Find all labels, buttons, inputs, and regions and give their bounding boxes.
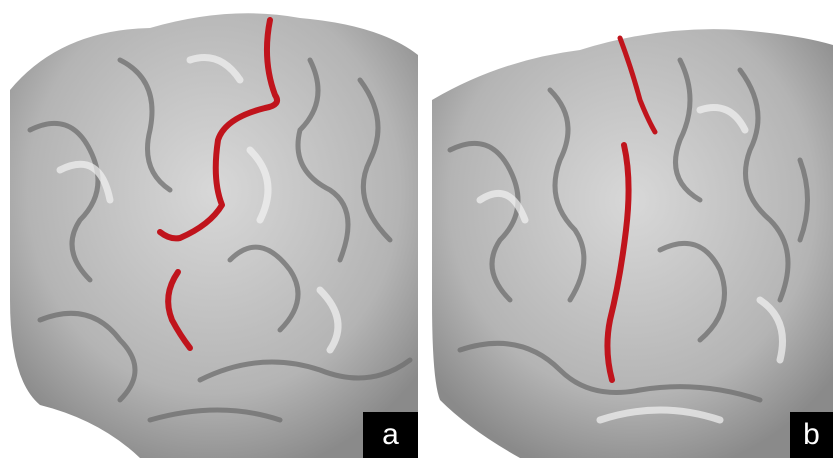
panel-label: b — [803, 418, 820, 451]
figure: a b — [0, 0, 833, 458]
panel-a: a — [10, 13, 418, 458]
panel-label: a — [382, 418, 399, 451]
panel-b: b — [432, 29, 833, 458]
